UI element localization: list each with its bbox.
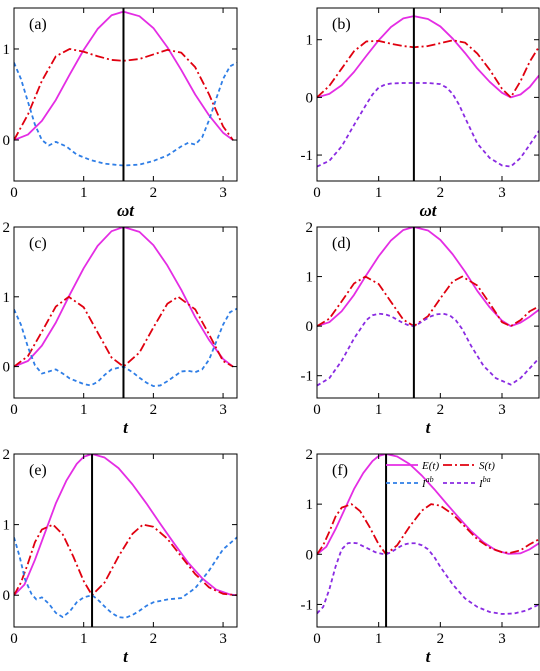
e-series-line: [14, 227, 234, 368]
legend-entry-iba: Iba: [443, 475, 491, 490]
plot-frame: [13, 7, 238, 182]
panel-c-series: [14, 227, 237, 388]
y-tick-label: 0: [306, 319, 314, 335]
x-tick-label: 2: [150, 185, 158, 201]
x-tick-label: 1: [375, 402, 383, 418]
y-tick-label: 0: [306, 547, 314, 563]
e-series-line: [317, 227, 539, 328]
legend: E(t) S(t) Iab Iba: [386, 460, 495, 490]
y-tick-label: 0: [3, 588, 11, 604]
s-series-line: [317, 275, 539, 328]
plot-frame: [13, 226, 238, 399]
y-tick-label: -1: [301, 369, 314, 385]
x-tick-label: 0: [10, 631, 18, 647]
s-series-line: [317, 39, 539, 99]
y-tick-label: 2: [306, 220, 314, 236]
x-tick-label: 0: [10, 185, 18, 201]
legend-label: Iba: [478, 475, 491, 490]
x-tick-label: 3: [219, 402, 227, 418]
plot-frame: [13, 453, 238, 628]
x-axis-label: ωt: [117, 201, 135, 220]
y-tick-label: 1: [306, 33, 314, 49]
legend-label: Iab: [421, 475, 434, 490]
legend-entry-iab: Iab: [386, 475, 434, 490]
panel-label: (d): [332, 235, 351, 252]
x-tick-label: 2: [150, 631, 158, 647]
panel-label: (c): [29, 235, 47, 252]
e-series-line: [14, 454, 237, 597]
x-tick-label: 0: [313, 631, 321, 647]
x-tick-label: 0: [10, 402, 18, 418]
y-tick-label: 1: [3, 290, 11, 306]
legend-entry-s: S(t): [443, 460, 495, 472]
legend-entry-e: E(t): [386, 460, 439, 472]
panel-b-series: [317, 15, 539, 168]
panel-label: (e): [29, 462, 47, 479]
panel-label: (f): [332, 462, 348, 479]
y-tick-label: 0: [3, 360, 11, 376]
panel-d-series: [317, 227, 539, 387]
panel-a: 0 1 2 3 0 1 ωt (a): [3, 7, 238, 220]
x-tick-label: 2: [437, 185, 445, 201]
panel-f-series: [317, 454, 539, 615]
y-tick-label: -1: [301, 597, 314, 613]
iab-series-line: [14, 61, 237, 167]
panel-c: 0 1 2 3 0 1 2 t (c): [3, 220, 238, 437]
x-tick-label: 2: [150, 402, 158, 418]
panel-e: 0 1 2 3 0 1 2 t (e): [3, 447, 238, 666]
legend-label: E(t): [421, 460, 439, 472]
legend-label: S(t): [479, 460, 495, 472]
panel-b: 0 1 2 3 -1 0 1 ωt (b): [301, 7, 540, 220]
x-tick-label: 3: [498, 402, 506, 418]
y-tick-label: 2: [3, 220, 11, 236]
y-tick-label: -1: [301, 148, 314, 164]
panel-e-series: [14, 454, 237, 619]
x-tick-label: 3: [219, 631, 227, 647]
s-series-line: [14, 523, 237, 597]
x-tick-label: 3: [498, 185, 506, 201]
x-tick-label: 1: [375, 185, 383, 201]
x-axis-label: ωt: [419, 201, 437, 220]
panel-label: (b): [332, 16, 351, 33]
iab-series-line: [14, 307, 237, 388]
x-axis-label: t: [426, 418, 432, 437]
x-axis-label: t: [123, 647, 129, 666]
y-tick-label: 0: [3, 133, 11, 149]
y-tick-label: 1: [3, 42, 11, 58]
y-tick-label: 1: [306, 270, 314, 286]
iba-series-line: [317, 541, 539, 615]
x-tick-label: 3: [498, 631, 506, 647]
x-tick-label: 2: [437, 631, 445, 647]
x-tick-label: 2: [437, 402, 445, 418]
y-tick-label: 1: [306, 497, 314, 513]
x-axis-label: t: [426, 647, 432, 666]
panel-label: (a): [29, 16, 47, 33]
x-tick-label: 0: [313, 185, 321, 201]
plot-frame: [316, 7, 540, 182]
plot-frame: [316, 453, 540, 628]
x-tick-label: 1: [80, 631, 88, 647]
s-series-line: [317, 503, 539, 556]
x-tick-label: 3: [219, 185, 227, 201]
iab-series-line: [14, 536, 237, 619]
x-axis-label: t: [123, 418, 129, 437]
y-tick-label: 0: [306, 90, 314, 106]
iba-series-line: [317, 82, 539, 168]
y-tick-label: 1: [3, 518, 11, 534]
x-tick-label: 1: [80, 185, 88, 201]
y-tick-label: 2: [306, 447, 314, 463]
plot-frame: [316, 226, 540, 399]
x-tick-label: 0: [313, 402, 321, 418]
iba-series-line: [317, 312, 539, 387]
s-series-line: [14, 295, 234, 368]
x-tick-label: 1: [375, 631, 383, 647]
x-tick-label: 1: [80, 402, 88, 418]
y-tick-label: 2: [3, 447, 11, 463]
